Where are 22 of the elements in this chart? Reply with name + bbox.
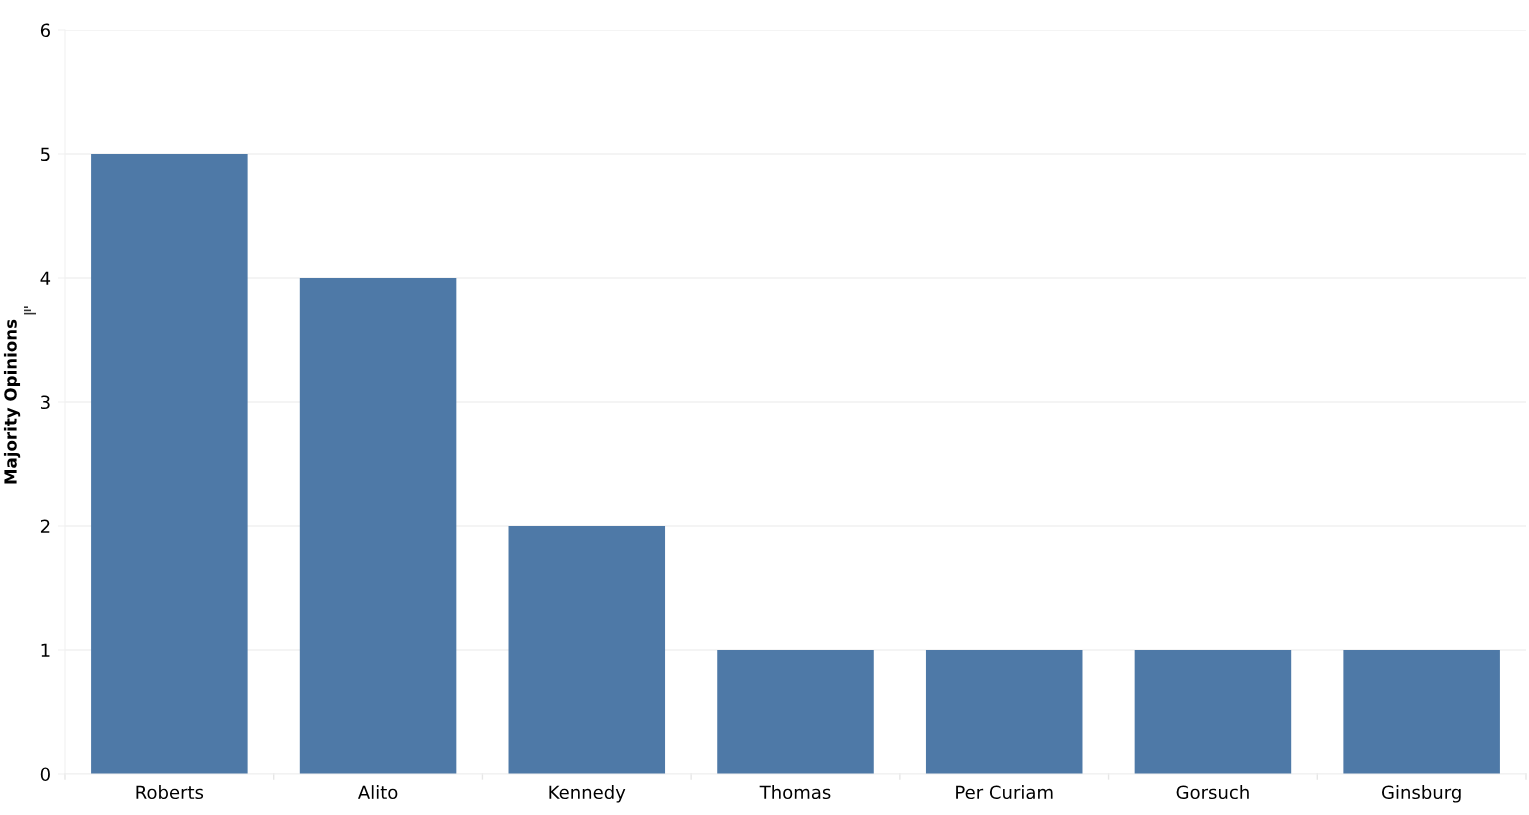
x-tick-label: Gorsuch	[1176, 785, 1249, 800]
y-tick-label: 4	[40, 271, 51, 285]
bar	[1134, 650, 1292, 774]
y-tick-label: 5	[41, 147, 50, 162]
bar	[508, 526, 666, 774]
y-axis-title: Majority Opinions	[3, 319, 21, 484]
bar	[1343, 650, 1500, 774]
bar	[91, 154, 248, 774]
y-tick-label: 3	[41, 395, 50, 410]
y-tick-label: 1	[41, 643, 50, 657]
x-tick-label: Per Curiam	[956, 785, 1053, 800]
x-tick-label: Kennedy	[549, 785, 626, 803]
y-tick-label: 6	[40, 23, 50, 38]
x-tick-label: Ginsburg	[1381, 785, 1461, 803]
bar	[717, 650, 874, 774]
x-tick-label: Roberts	[136, 785, 204, 800]
x-tick-label: Thomas	[759, 785, 831, 800]
x-tick-label: Alito	[357, 785, 398, 800]
bar	[925, 650, 1083, 774]
bar	[299, 278, 457, 774]
y-tick-label: 2	[40, 519, 50, 533]
y-tick-label: 0	[40, 767, 50, 782]
